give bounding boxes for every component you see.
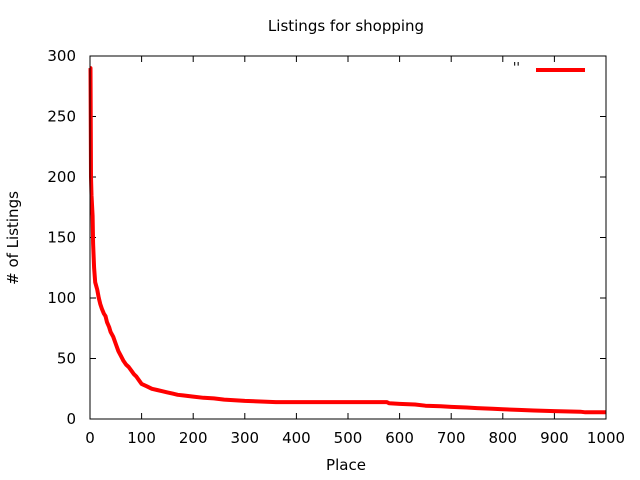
x-tick-label: 0 xyxy=(85,429,95,447)
x-tick-label: 100 xyxy=(127,429,156,447)
x-axis-label: Place xyxy=(326,456,366,474)
plot-area xyxy=(88,66,606,415)
plot-frame xyxy=(89,55,607,420)
x-tick-label: 500 xyxy=(334,429,363,447)
y-tick-label: 50 xyxy=(57,350,76,368)
series-line xyxy=(88,66,606,415)
x-tick-label: 1000 xyxy=(587,429,625,447)
x-tick-label: 400 xyxy=(282,429,311,447)
x-tick-label: 200 xyxy=(179,429,208,447)
legend-label: '' xyxy=(513,61,520,76)
y-tick-label: 150 xyxy=(47,229,76,247)
y-tick-label: 0 xyxy=(66,410,76,428)
y-tick-label: 300 xyxy=(47,47,76,65)
y-tick-label: 200 xyxy=(47,168,76,186)
y-tick-label: 100 xyxy=(47,289,76,307)
chart-title: Listings for shopping xyxy=(268,17,424,35)
y-tick-label: 250 xyxy=(47,108,76,126)
legend: '' xyxy=(513,61,585,76)
x-tick-label: 900 xyxy=(540,429,569,447)
x-tick-label: 600 xyxy=(385,429,414,447)
axis-ticks: 0 100 200 300 400 500 600 700 800 900 1000 0 50 100 15… xyxy=(47,47,625,447)
x-tick-label: 800 xyxy=(488,429,517,447)
x-tick-label: 700 xyxy=(437,429,466,447)
y-axis-label: # of Listings xyxy=(4,191,22,285)
x-tick-label: 300 xyxy=(230,429,259,447)
